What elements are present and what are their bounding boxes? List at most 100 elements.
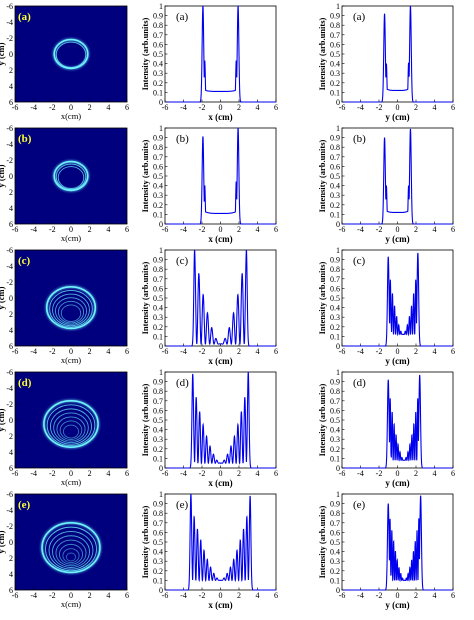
plot-xtick-label: 4 <box>433 225 437 234</box>
plot-ytick-label: 0.2 <box>330 323 340 332</box>
plot-xtick-label: -4 <box>180 103 187 112</box>
plot-ytick-label: 0.1 <box>330 332 340 341</box>
image-ytick-label: 2 <box>9 432 13 441</box>
plot-ytick-label: 0.7 <box>330 397 340 406</box>
plot-ytick-label: 0.6 <box>153 162 163 171</box>
image-ytick-label: 4 <box>9 448 13 457</box>
plot-ytick-label: 0.4 <box>153 548 163 557</box>
plot-ylabel: Intensity (arb.units) <box>140 383 150 456</box>
plot-ytick-label: 0.7 <box>330 153 340 162</box>
plot-xtick-label: -2 <box>199 103 206 112</box>
plot-xlabel: x (cm) <box>208 112 232 122</box>
plot-xtick-label: -2 <box>199 591 206 600</box>
image-ytick-label: 0 <box>9 538 13 547</box>
image-xtick-label: -4 <box>30 225 37 234</box>
plot-ytick-label: 0.1 <box>153 88 163 97</box>
plot-xtick-label: 2 <box>237 225 241 234</box>
plot-ytick-label: 0.1 <box>330 454 340 463</box>
plot-xtick-label: -4 <box>357 591 364 600</box>
image-ytick-label: 0 <box>9 294 13 303</box>
image-ytick-label: -6 <box>6 124 13 133</box>
beam-image-bg <box>15 372 127 468</box>
plot-ytick-label: 0.8 <box>330 265 340 274</box>
image-xtick-label: 2 <box>88 469 92 478</box>
image-xtick-label: -6 <box>12 103 19 112</box>
plot-panel-label: (c) <box>353 255 366 267</box>
plot-ylabel: Intensity (arb.units) <box>317 139 327 212</box>
beam-ring-inner <box>55 539 87 567</box>
plot-ytick-label: 0.8 <box>153 143 163 152</box>
beam-ring-inner <box>49 408 93 445</box>
beam-ring-inner <box>62 548 80 564</box>
beam-ring-inner <box>57 166 85 189</box>
image-ytick-label: -2 <box>6 400 13 409</box>
plot-xtick-label: -6 <box>339 103 346 112</box>
image-ylabel: y (cm) <box>0 286 6 309</box>
plot-panel-label: (b) <box>176 133 189 145</box>
image-ylabel: y (cm) <box>0 530 6 553</box>
plot-ylabel: Intensity (arb.units) <box>317 505 327 578</box>
plot-ytick-label: 0.9 <box>330 500 340 509</box>
plot-xtick-label: -2 <box>199 347 206 356</box>
plot-ytick-label: 0.3 <box>153 191 163 200</box>
image-ytick-label: -6 <box>6 368 13 377</box>
plot-xlabel: x (cm) <box>208 234 232 244</box>
image-xlabel: x(cm) <box>61 111 81 121</box>
plot-ytick-label: 0.4 <box>153 60 163 69</box>
plot-xlabel: y (cm) <box>385 112 409 122</box>
plot-ytick-label: 0.6 <box>330 528 340 537</box>
image-ytick-label: 2 <box>9 554 13 563</box>
beam-image-bg <box>15 6 127 102</box>
beam-ring-inner <box>55 297 87 325</box>
plot-xtick-label: -6 <box>162 591 169 600</box>
plot-xtick-label: 0 <box>396 103 400 112</box>
image-ytick-label: 4 <box>9 570 13 579</box>
plot-xtick-label: -2 <box>376 103 383 112</box>
plot-ytick-label: 0.2 <box>330 201 340 210</box>
plot-xtick-label: -2 <box>376 591 383 600</box>
plot-ytick-label: 0 <box>336 220 340 229</box>
plot-xlabel: y (cm) <box>385 600 409 610</box>
plot-frame <box>164 371 277 469</box>
plot-ytick-label: 0 <box>159 220 163 229</box>
image-ytick-label: 0 <box>9 416 13 425</box>
image-ytick-label: 2 <box>9 66 13 75</box>
plot-ytick-label: 0.3 <box>330 69 340 78</box>
plot-panel-label: (e) <box>176 499 189 511</box>
plot-ytick-label: 0 <box>336 586 340 595</box>
plot-ytick-label: 0.6 <box>153 40 163 49</box>
image-ytick-label: 0 <box>9 50 13 59</box>
plot-xlabel: x (cm) <box>208 356 232 366</box>
plot-xtick-label: -2 <box>376 469 383 478</box>
image-xtick-label: -2 <box>49 225 56 234</box>
plot-ytick-label: 0.2 <box>330 79 340 88</box>
beam-ring-inner <box>60 304 82 322</box>
plot-xtick-label: 0 <box>219 469 223 478</box>
image-xtick-label: 4 <box>106 469 110 478</box>
plot-xtick-label: -2 <box>199 469 206 478</box>
plot-ytick-label: 0.4 <box>330 182 340 191</box>
plot-ytick-label: 0 <box>159 464 163 473</box>
plot-xtick-label: 2 <box>414 103 418 112</box>
plot-ytick-label: 0.6 <box>153 528 163 537</box>
image-xtick-label: -2 <box>49 591 56 600</box>
plot-panel-label: (a) <box>353 11 366 23</box>
plot-xtick-label: -6 <box>162 103 169 112</box>
plot-xtick-label: -2 <box>376 225 383 234</box>
plot-ytick-label: 0.6 <box>153 284 163 293</box>
image-ytick-label: 4 <box>9 204 13 213</box>
plot-xtick-label: -6 <box>339 591 346 600</box>
plot-frame <box>164 127 277 225</box>
beam-ring-inner <box>52 293 90 327</box>
plot-ytick-label: 0.8 <box>330 387 340 396</box>
image-xtick-label: 6 <box>125 347 129 356</box>
plot-ytick-label: 0.6 <box>330 406 340 415</box>
plot-ytick-label: 0.8 <box>330 143 340 152</box>
plot-ytick-label: 1 <box>159 124 163 133</box>
plot-ytick-label: 0.1 <box>330 576 340 585</box>
image-ytick-label: 6 <box>9 464 13 473</box>
plot-ytick-label: 0.3 <box>153 435 163 444</box>
plot-ytick-label: 0.1 <box>153 332 163 341</box>
image-xtick-label: 6 <box>125 103 129 112</box>
plot-ytick-label: 0.9 <box>330 12 340 21</box>
